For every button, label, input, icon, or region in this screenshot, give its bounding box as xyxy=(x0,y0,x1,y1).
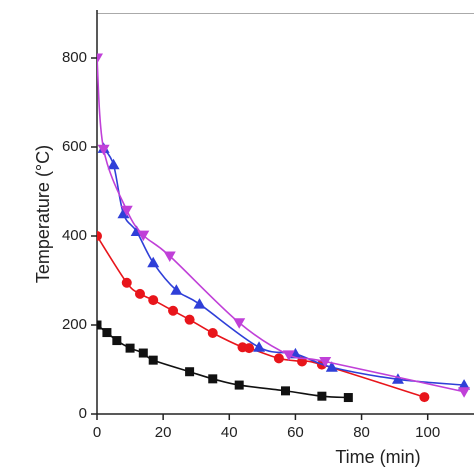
marker xyxy=(458,379,471,390)
x-tick-label: 20 xyxy=(155,424,172,441)
y-tick-label: 200 xyxy=(62,316,87,333)
marker xyxy=(234,380,244,390)
x-tick-label: 80 xyxy=(353,424,370,441)
marker xyxy=(244,343,255,354)
marker xyxy=(170,284,183,295)
marker xyxy=(319,356,332,368)
marker xyxy=(325,361,338,372)
marker xyxy=(253,341,266,352)
marker xyxy=(317,391,327,401)
marker xyxy=(107,158,120,170)
marker xyxy=(97,231,102,241)
x-axis-label: Time (min) xyxy=(335,447,420,467)
y-tick-label: 0 xyxy=(79,405,87,422)
y-tick-label: 800 xyxy=(62,49,87,66)
plot-area xyxy=(97,53,471,403)
marker xyxy=(112,336,122,346)
series-line xyxy=(97,57,465,393)
marker xyxy=(97,320,102,330)
marker xyxy=(282,350,295,361)
marker xyxy=(148,355,158,365)
marker xyxy=(97,144,110,156)
marker xyxy=(391,373,404,384)
marker xyxy=(458,387,471,398)
marker xyxy=(185,367,195,377)
marker xyxy=(147,256,160,268)
x-tick-label: 100 xyxy=(415,424,440,441)
marker xyxy=(193,298,206,309)
y-tick-label: 400 xyxy=(62,227,87,244)
marker xyxy=(184,314,195,325)
marker xyxy=(134,288,145,299)
x-tick-label: 60 xyxy=(287,424,304,441)
marker xyxy=(233,318,246,329)
marker xyxy=(273,353,284,364)
x-tick-label: 0 xyxy=(93,424,101,441)
marker xyxy=(148,295,159,306)
marker xyxy=(125,343,135,353)
marker xyxy=(208,374,218,384)
marker xyxy=(138,348,148,358)
marker xyxy=(102,328,112,338)
marker xyxy=(137,230,150,242)
marker xyxy=(120,205,133,217)
marker xyxy=(97,53,103,64)
y-tick-label: 600 xyxy=(62,138,87,155)
x-tick-label: 40 xyxy=(221,424,238,441)
marker xyxy=(121,277,132,288)
marker xyxy=(168,305,179,316)
marker xyxy=(343,393,353,403)
marker xyxy=(419,392,430,403)
marker xyxy=(207,328,218,339)
y-axis-label: Temperature (°C) xyxy=(33,145,53,283)
marker xyxy=(281,386,290,396)
marker xyxy=(163,251,176,263)
